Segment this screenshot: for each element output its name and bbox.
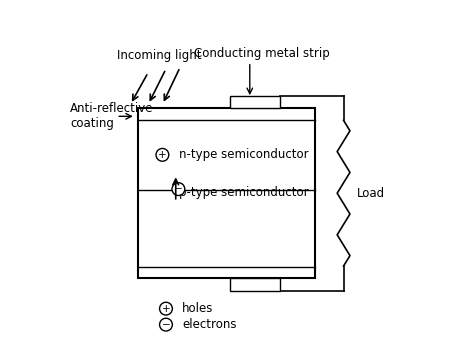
Circle shape [160, 318, 173, 331]
Bar [230, 279, 280, 291]
Text: Anti-reflective
coating: Anti-reflective coating [70, 102, 154, 130]
Text: Conducting metal strip: Conducting metal strip [194, 47, 330, 60]
Circle shape [160, 302, 173, 315]
Circle shape [172, 183, 185, 195]
Text: Load: Load [357, 187, 385, 200]
Text: n-type semiconductor: n-type semiconductor [179, 148, 309, 161]
Text: p-type semiconductor: p-type semiconductor [179, 186, 309, 199]
Text: +: + [162, 304, 170, 314]
Text: +: + [158, 150, 167, 160]
Bar [230, 96, 280, 108]
Text: holes: holes [182, 302, 213, 315]
Text: −: − [162, 320, 170, 330]
Text: electrons: electrons [182, 318, 237, 331]
Bar [137, 108, 315, 279]
Text: Incoming light: Incoming light [117, 49, 201, 62]
Circle shape [156, 149, 169, 161]
Text: −: − [174, 184, 183, 194]
